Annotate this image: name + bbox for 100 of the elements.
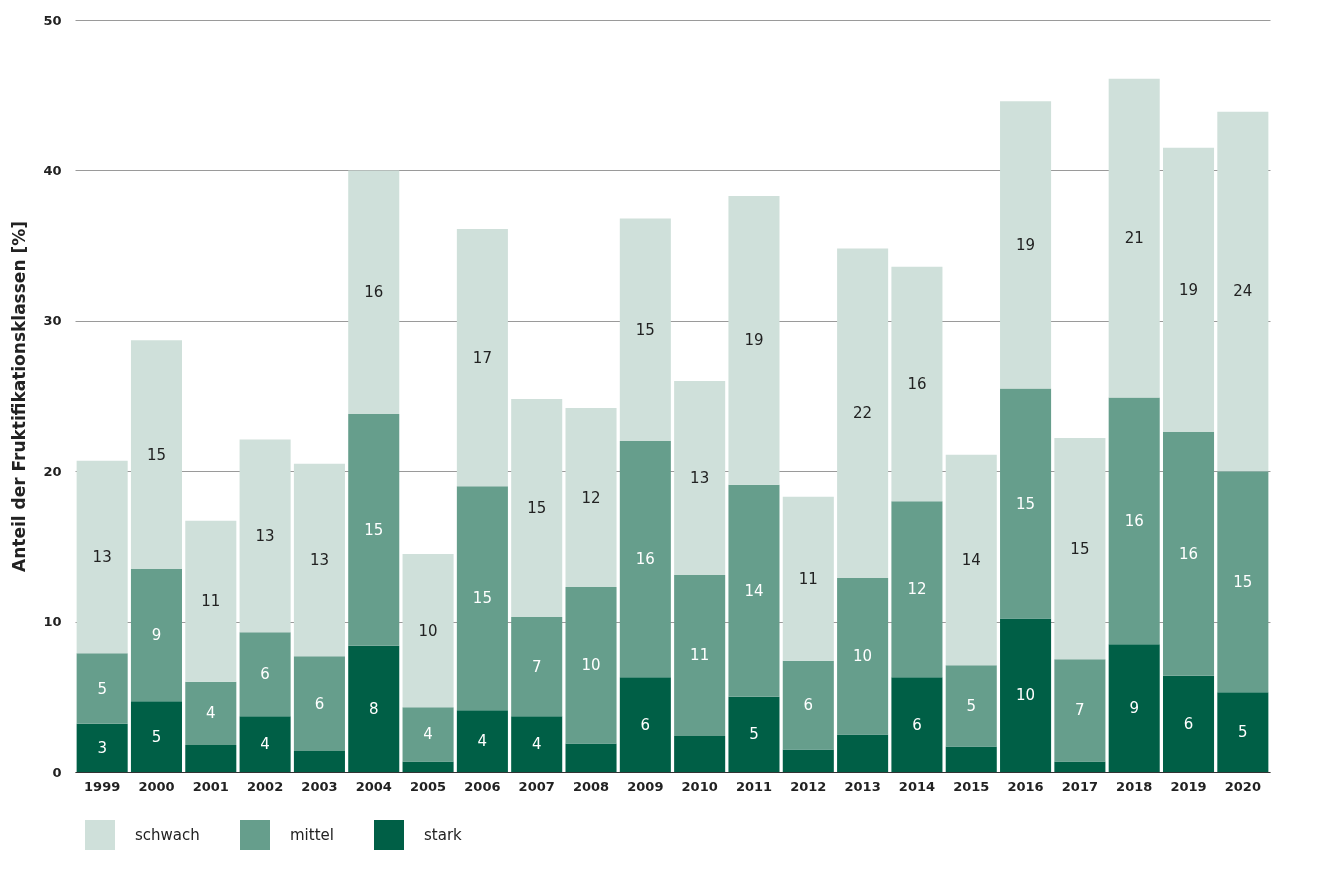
x-tick-label: 2019 bbox=[1170, 778, 1207, 794]
bar bbox=[619, 677, 671, 772]
y-tick-label: 20 bbox=[43, 463, 62, 479]
data-label: 5 bbox=[749, 725, 759, 744]
data-label: 24 bbox=[1233, 282, 1253, 301]
y-tick-label: 40 bbox=[43, 162, 62, 178]
x-tick-label: 2003 bbox=[301, 778, 338, 794]
bar bbox=[456, 229, 508, 487]
bar bbox=[1108, 644, 1160, 772]
data-label: 4 bbox=[531, 735, 542, 754]
bar bbox=[1000, 618, 1052, 772]
data-label: 15 bbox=[146, 445, 167, 464]
data-label: 16 bbox=[1178, 544, 1199, 563]
x-tick-label: 2020 bbox=[1224, 778, 1261, 794]
data-label: 5 bbox=[97, 679, 107, 698]
x-tick-label: 2002 bbox=[247, 778, 284, 794]
legend-label: stark bbox=[424, 826, 463, 844]
legend-label: mittel bbox=[290, 826, 334, 844]
bar bbox=[130, 340, 183, 569]
bar bbox=[782, 660, 834, 750]
x-tick-label: 1999 bbox=[84, 778, 121, 794]
bar bbox=[1217, 471, 1269, 693]
data-label: 9 bbox=[151, 626, 162, 645]
bar bbox=[130, 701, 183, 772]
data-label: 16 bbox=[1124, 511, 1144, 530]
data-label: 19 bbox=[744, 331, 764, 350]
data-label: 6 bbox=[260, 665, 270, 684]
bar bbox=[674, 574, 726, 736]
x-tick-label: 2016 bbox=[1007, 778, 1044, 794]
data-label: 15 bbox=[1070, 539, 1090, 558]
data-label: 6 bbox=[640, 715, 651, 734]
bar bbox=[565, 587, 617, 744]
bar bbox=[674, 735, 726, 772]
data-label: 12 bbox=[581, 488, 601, 507]
bar bbox=[1162, 147, 1215, 433]
data-label: 7 bbox=[531, 657, 542, 676]
data-label: 13 bbox=[309, 550, 329, 569]
bar bbox=[619, 218, 671, 442]
bar bbox=[185, 681, 237, 745]
y-axis-title: Anteil der Fruktifikationsklassen [%] bbox=[9, 221, 30, 572]
bar bbox=[1000, 388, 1052, 619]
bar bbox=[619, 441, 671, 678]
data-label: 3 bbox=[97, 738, 107, 757]
bar bbox=[402, 761, 454, 772]
bar bbox=[782, 496, 834, 661]
bar bbox=[945, 746, 997, 772]
bar bbox=[185, 520, 237, 682]
data-label: 4 bbox=[423, 725, 433, 744]
x-tick-label: 2010 bbox=[681, 778, 718, 794]
y-tick-label: 50 bbox=[43, 12, 62, 28]
bar bbox=[456, 710, 508, 772]
x-tick-label: 2018 bbox=[1116, 778, 1153, 794]
bar bbox=[728, 484, 780, 697]
bar bbox=[945, 454, 997, 666]
data-label: 4 bbox=[206, 704, 216, 723]
bar bbox=[945, 665, 997, 747]
data-label: 6 bbox=[1183, 714, 1194, 733]
x-tick-label: 2001 bbox=[192, 778, 229, 794]
data-label: 10 bbox=[853, 647, 873, 666]
bar bbox=[891, 266, 943, 502]
bar bbox=[239, 716, 291, 772]
bar bbox=[728, 195, 780, 485]
data-label: 11 bbox=[798, 569, 818, 588]
legend-label: schwach bbox=[135, 826, 200, 844]
data-label: 10 bbox=[418, 621, 438, 640]
bar bbox=[837, 248, 889, 578]
bar bbox=[1162, 432, 1215, 676]
data-label: 19 bbox=[1016, 235, 1036, 254]
bar bbox=[782, 749, 834, 772]
bar bbox=[837, 577, 889, 735]
data-label: 11 bbox=[201, 592, 221, 611]
data-label: 6 bbox=[912, 715, 922, 734]
bar bbox=[348, 645, 400, 772]
bar bbox=[1162, 675, 1215, 772]
data-label: 15 bbox=[472, 589, 492, 608]
bar bbox=[674, 380, 726, 575]
x-tick-label: 2005 bbox=[409, 778, 447, 794]
bar bbox=[239, 632, 291, 717]
x-tick-label: 2014 bbox=[898, 778, 936, 794]
x-tick-label: 2007 bbox=[518, 778, 555, 794]
bar bbox=[348, 170, 400, 415]
x-tick-label: 2000 bbox=[138, 778, 175, 794]
y-tick-label: 10 bbox=[43, 614, 62, 630]
data-label: 4 bbox=[260, 735, 270, 754]
bar bbox=[565, 743, 617, 772]
y-tick-label: 30 bbox=[43, 313, 62, 329]
data-label: 15 bbox=[1016, 494, 1036, 513]
data-label: 10 bbox=[581, 656, 601, 675]
x-tick-label: 2017 bbox=[1061, 778, 1098, 794]
data-label: 11 bbox=[690, 646, 710, 665]
bar bbox=[511, 617, 563, 717]
data-label: 12 bbox=[907, 580, 927, 599]
bar bbox=[130, 568, 183, 702]
data-label: 19 bbox=[1178, 280, 1199, 299]
x-tick-label: 2013 bbox=[844, 778, 881, 794]
bar bbox=[1054, 438, 1106, 660]
bar bbox=[1054, 761, 1106, 772]
data-label: 4 bbox=[477, 732, 488, 751]
bar bbox=[402, 553, 454, 708]
data-label: 10 bbox=[1016, 686, 1036, 705]
